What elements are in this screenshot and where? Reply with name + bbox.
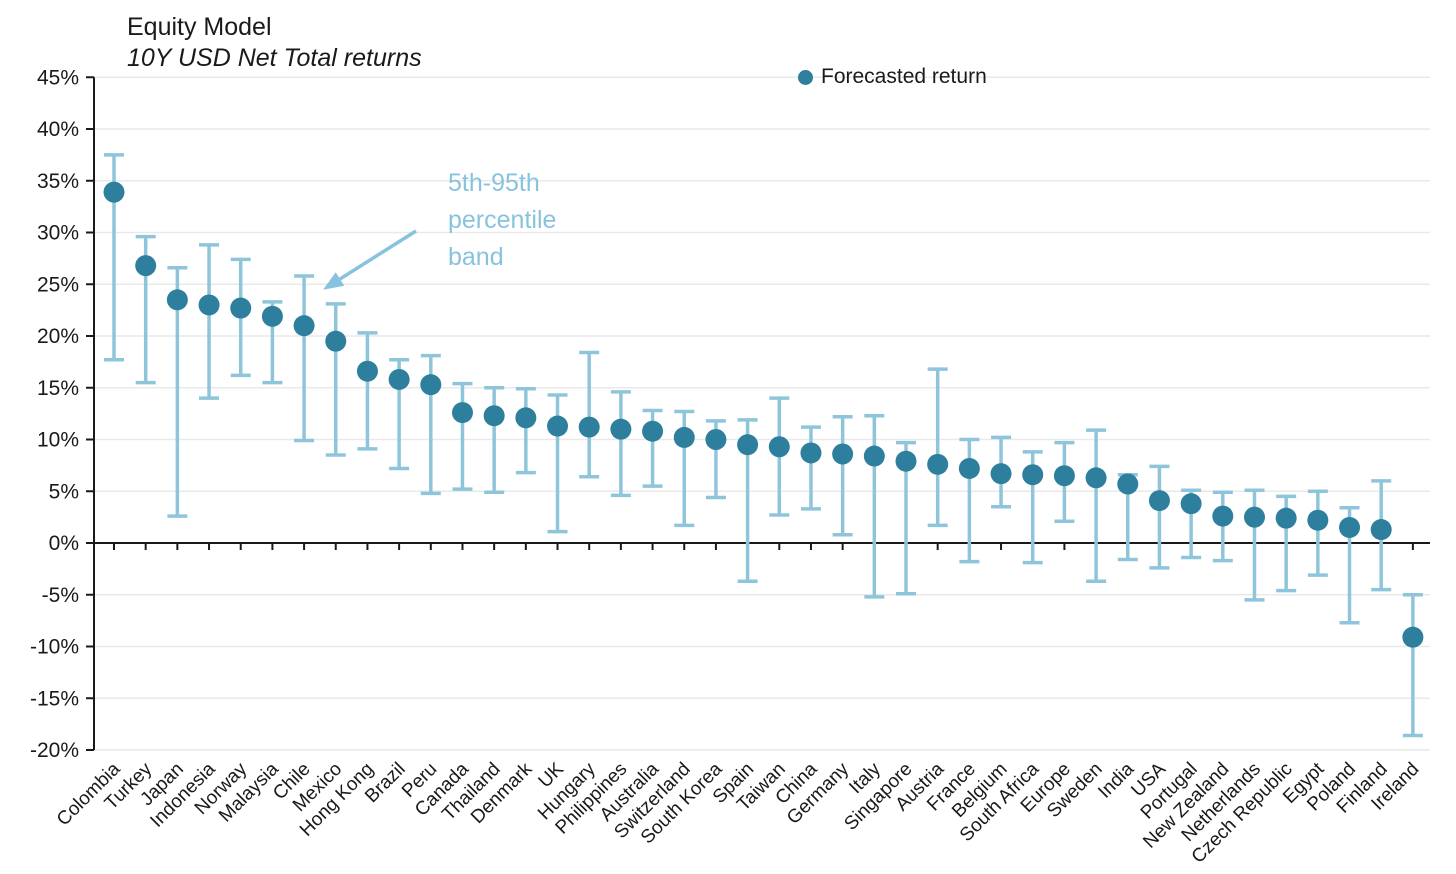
data-point	[1022, 464, 1044, 486]
y-axis-label: 30%	[37, 222, 79, 245]
chart-title: Equity Model	[127, 13, 272, 41]
data-point	[800, 442, 822, 464]
data-point	[1307, 509, 1329, 531]
data-point	[388, 368, 410, 390]
chart-subtitle: 10Y USD Net Total returns	[127, 44, 422, 72]
data-point	[547, 415, 569, 437]
data-point	[1117, 473, 1139, 495]
y-axis-label: 10%	[37, 429, 79, 452]
data-point	[420, 374, 442, 396]
data-point	[958, 457, 980, 479]
data-point	[103, 181, 125, 203]
data-point	[705, 429, 727, 450]
data-point	[863, 445, 885, 467]
y-axis-label: 25%	[37, 273, 79, 296]
data-point	[198, 294, 220, 316]
data-point	[325, 330, 347, 352]
data-point	[261, 305, 283, 327]
data-point	[832, 443, 854, 465]
y-axis-label: 20%	[37, 325, 79, 348]
data-point	[673, 426, 695, 448]
legend-marker-icon	[798, 69, 813, 85]
y-axis-label: 35%	[37, 170, 79, 193]
data-point	[1402, 626, 1424, 648]
data-point	[895, 450, 917, 472]
y-axis-label: 5%	[49, 480, 79, 503]
y-axis-label: 15%	[37, 377, 79, 400]
data-point	[293, 315, 315, 337]
data-point	[483, 405, 505, 427]
data-point	[610, 418, 632, 440]
data-point	[356, 360, 378, 382]
y-axis-label: 45%	[37, 66, 79, 89]
data-point	[768, 436, 790, 458]
data-point	[1212, 505, 1234, 527]
data-point	[1180, 493, 1202, 515]
annotation-line: 5th-95th	[448, 169, 540, 197]
y-axis-label: -5%	[42, 584, 79, 607]
data-point	[1148, 490, 1170, 512]
legend: Forecasted return	[798, 64, 987, 90]
data-point	[927, 453, 949, 475]
chart-header: Equity Model 10Y USD Net Total returns	[127, 12, 422, 74]
y-axis-label: 0%	[49, 532, 79, 555]
annotation-line: band	[448, 243, 504, 271]
data-point	[990, 463, 1012, 485]
data-point	[230, 297, 252, 319]
data-point	[135, 255, 157, 277]
y-axis-label: -15%	[30, 687, 79, 710]
data-point	[1339, 516, 1361, 538]
annotation-line: percentile	[448, 206, 557, 234]
y-axis-label: 40%	[37, 118, 79, 141]
data-point	[1370, 519, 1392, 541]
data-point	[1085, 467, 1107, 489]
data-point	[451, 402, 473, 424]
data-point	[515, 407, 537, 429]
data-point	[1053, 465, 1075, 487]
data-point	[1275, 507, 1297, 529]
percentile-band-annotation: 5th-95th percentile band	[448, 165, 556, 276]
data-point	[1243, 506, 1265, 528]
data-point	[166, 289, 188, 311]
data-point	[737, 434, 759, 456]
legend-label: Forecasted return	[821, 65, 987, 88]
data-point	[642, 420, 664, 442]
data-point	[578, 416, 600, 438]
y-axis-label: -20%	[30, 739, 79, 762]
y-axis-label: -10%	[30, 636, 79, 659]
